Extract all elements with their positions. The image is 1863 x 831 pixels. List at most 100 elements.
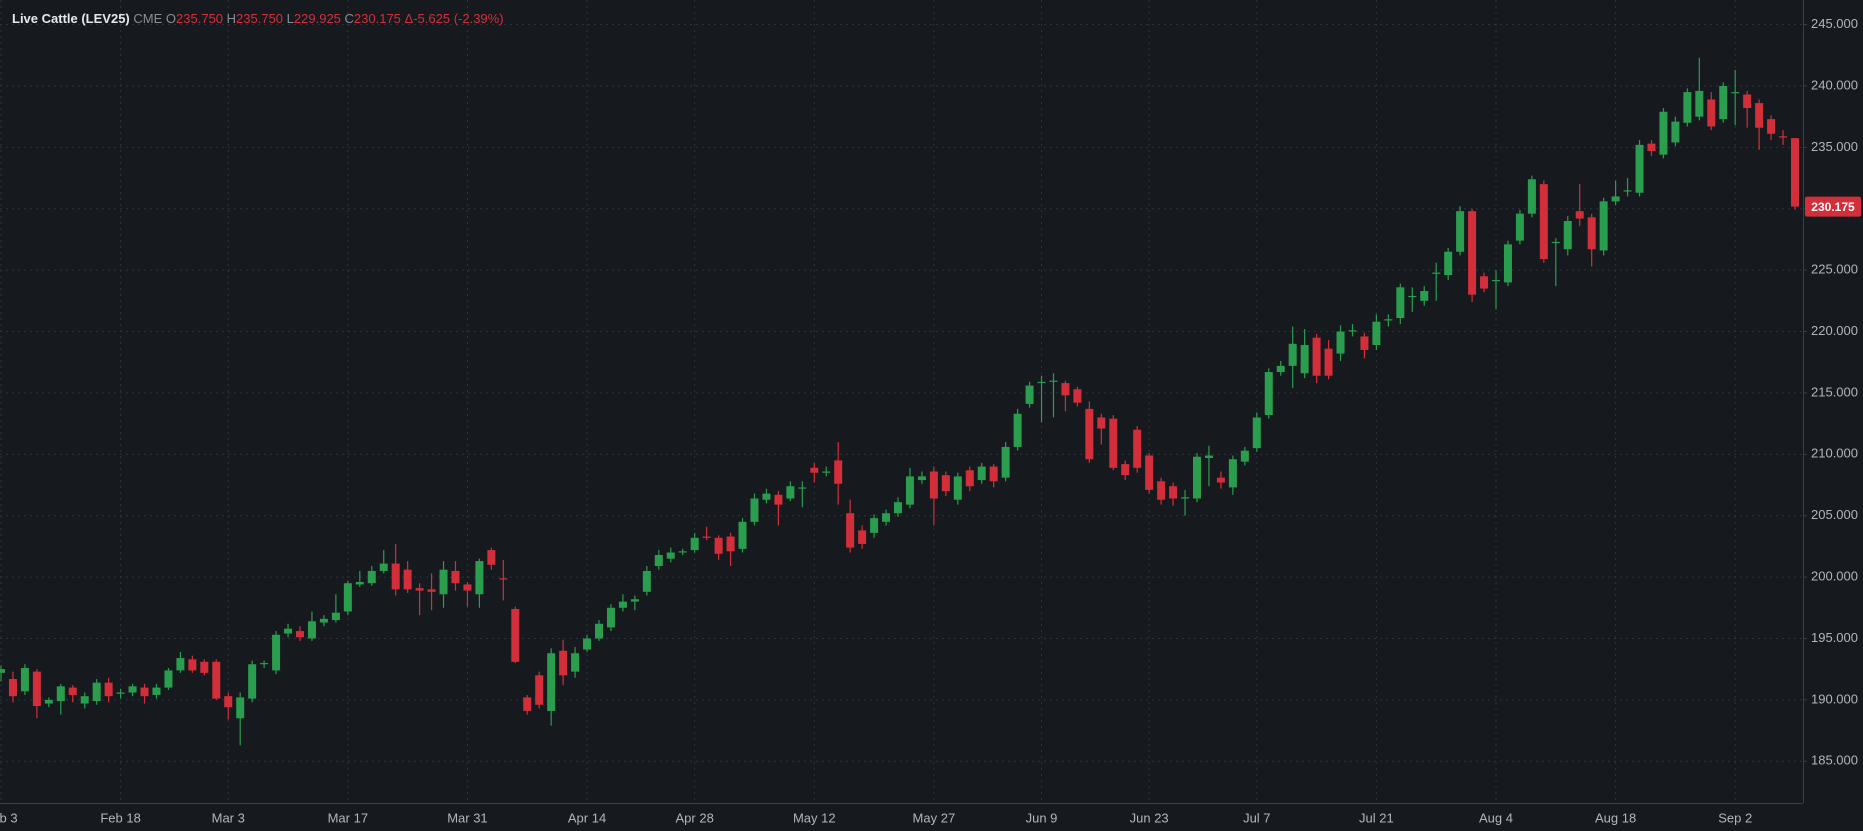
y-tick-label: 195.000 — [1811, 630, 1858, 645]
candle-body — [1157, 481, 1166, 500]
candle-body — [1671, 121, 1680, 143]
candle-body — [714, 537, 723, 554]
candle-body — [1719, 85, 1728, 120]
candle-body — [1396, 287, 1405, 319]
x-tick-label: Feb 18 — [100, 810, 140, 825]
candle-body — [80, 696, 89, 704]
candle-body — [798, 487, 807, 489]
candle-body — [200, 661, 209, 673]
candle-body — [1420, 290, 1429, 301]
candle-body — [1480, 276, 1489, 289]
candle-body — [1204, 455, 1213, 458]
candle-body — [1252, 417, 1261, 449]
symbol-title: Live Cattle (LEV25) — [12, 11, 130, 26]
candle-body — [1121, 464, 1130, 476]
candle-body — [1372, 321, 1381, 346]
candle-body — [319, 618, 328, 623]
candle-body — [104, 682, 113, 697]
candle-body — [1563, 221, 1572, 250]
candle-body — [1216, 477, 1225, 483]
header: Live Cattle (LEV25) CME O235.750 H235.75… — [12, 11, 504, 26]
candle-body — [56, 686, 65, 702]
last-price-label: 230.175 — [1811, 200, 1855, 214]
candle-body — [1755, 103, 1764, 128]
candle-body — [1731, 92, 1740, 94]
ohlc-label: C — [345, 11, 354, 26]
candle-body — [822, 471, 831, 473]
candle-body — [1300, 345, 1309, 374]
candle-body — [1551, 241, 1560, 244]
candle-body — [595, 623, 603, 639]
x-tick-label: Feb 3 — [0, 810, 18, 825]
x-tick-label: Mar 31 — [447, 810, 487, 825]
candle-body — [929, 471, 938, 499]
candle-body — [523, 697, 532, 711]
candle-body — [248, 664, 257, 699]
y-tick-label: 200.000 — [1811, 569, 1858, 584]
candle-body — [1384, 319, 1393, 321]
candle-body — [810, 467, 819, 473]
candle-body — [1408, 295, 1417, 298]
x-tick-label: Apr 28 — [676, 810, 714, 825]
candle-body — [176, 658, 185, 671]
x-tick-label: Jul 7 — [1243, 810, 1270, 825]
candle-body — [260, 663, 269, 665]
candle-body — [905, 476, 914, 505]
candle-body — [511, 609, 520, 662]
candle-body — [1348, 330, 1357, 332]
candle-body — [666, 552, 675, 559]
candle-body — [68, 687, 77, 695]
candle-body — [762, 493, 771, 500]
candle-body — [1169, 486, 1178, 499]
candle-body — [379, 563, 388, 571]
labels-layer: 185.000 190.000 195.000 200.000 205.000 210.0… — [0, 16, 1861, 825]
candle-body — [0, 669, 5, 673]
candle-body — [1707, 99, 1716, 127]
candle-body — [487, 550, 496, 565]
candle-body — [1013, 413, 1022, 447]
y-tick-label: 240.000 — [1811, 77, 1858, 92]
candle-body — [678, 551, 687, 553]
ohlc-value: 229.925 — [294, 11, 341, 26]
candle-body — [1659, 111, 1668, 155]
candle-body — [1791, 138, 1799, 207]
grid-layer — [0, 0, 1803, 803]
candle-body — [606, 607, 615, 628]
candle-body — [1360, 336, 1369, 350]
candle-body — [92, 682, 101, 702]
candle-body — [1456, 211, 1465, 252]
candle-body — [403, 569, 412, 590]
y-tick-label: 185.000 — [1811, 753, 1858, 768]
candle-body — [882, 513, 891, 522]
candle-body — [1599, 201, 1608, 251]
x-tick-label: Mar 3 — [212, 810, 245, 825]
candle-body — [499, 578, 508, 580]
candle-body — [236, 697, 245, 719]
candle-body — [463, 584, 472, 591]
candle-body — [654, 554, 663, 567]
candle-body — [1085, 408, 1094, 460]
y-tick-label: 190.000 — [1811, 691, 1858, 706]
candle-body — [583, 638, 592, 650]
candle-body — [750, 498, 759, 522]
candle-body — [1539, 184, 1548, 260]
candle-body — [894, 502, 902, 514]
candle-body — [642, 570, 651, 592]
candle-body — [1587, 217, 1596, 250]
candle-body — [1181, 497, 1190, 499]
candle-body — [272, 634, 281, 671]
candle-body — [1073, 389, 1082, 403]
x-tick-label: Sep 2 — [1718, 810, 1752, 825]
candle-body — [128, 686, 137, 693]
ohlc-value: 235.750 — [176, 11, 223, 26]
x-tick-label: Jun 23 — [1130, 810, 1169, 825]
candle-body — [284, 628, 293, 634]
candle-body — [1264, 372, 1273, 416]
candle-body — [690, 537, 699, 551]
candle-body — [415, 588, 424, 591]
y-tick-label: 205.000 — [1811, 507, 1858, 522]
candle-body — [1109, 418, 1118, 468]
candle-body — [152, 687, 161, 695]
candle-body — [1324, 348, 1333, 376]
